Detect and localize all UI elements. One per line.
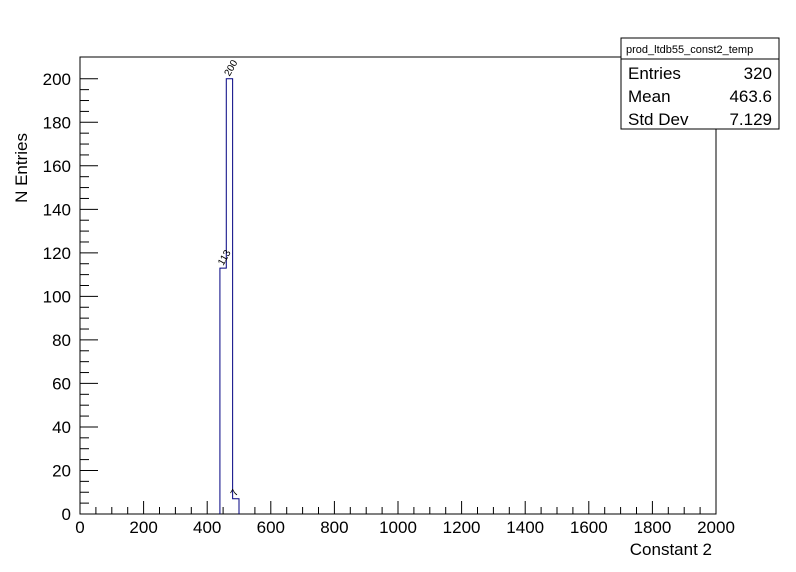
x-axis-title: Constant 2 (630, 540, 712, 559)
stats-box: prod_ltdb55_const2_temp Entries 320 Mean 46… (620, 37, 780, 130)
y-tick-label: 40 (52, 418, 71, 437)
y-tick-label: 140 (43, 200, 71, 219)
y-tick-label: 200 (43, 70, 71, 89)
stats-row-label: Std Dev (628, 110, 689, 129)
x-tick-label: 2000 (697, 518, 735, 537)
stats-values-box (620, 58, 780, 130)
x-tick-label: 400 (193, 518, 221, 537)
y-tick-label: 20 (52, 461, 71, 480)
histogram-outline (219, 78, 240, 514)
x-tick-label: 1400 (506, 518, 544, 537)
stats-rows: Entries 320 Mean 463.6 Std Dev 7.129 (628, 64, 772, 129)
y-tick-label: 0 (62, 505, 71, 524)
stats-row-label: Mean (628, 87, 671, 106)
bin-value-label: 7 (229, 488, 242, 499)
y-axis-tick-labels: 0 20 40 60 80 100 120 140 160 180 200 (43, 70, 71, 524)
y-axis-title: N Entries (12, 133, 31, 203)
stats-row-label: Entries (628, 64, 681, 83)
stats-title: prod_ltdb55_const2_temp (626, 44, 753, 56)
x-tick-label: 600 (257, 518, 285, 537)
stats-row-value: 7.129 (729, 110, 772, 129)
stats-row-value: 320 (744, 64, 772, 83)
stats-row-value: 463.6 (729, 87, 772, 106)
x-axis-tick-labels: 0 200 400 600 800 1000 1200 1400 1600 1800 2000 (75, 518, 735, 537)
y-tick-label: 180 (43, 113, 71, 132)
y-tick-label: 80 (52, 331, 71, 350)
x-tick-label: 1000 (379, 518, 417, 537)
y-tick-label: 60 (52, 374, 71, 393)
x-tick-label: 1800 (633, 518, 671, 537)
y-axis-ticks (80, 78, 98, 515)
x-tick-label: 1600 (570, 518, 608, 537)
y-tick-label: 100 (43, 287, 71, 306)
x-tick-label: 200 (129, 518, 157, 537)
x-tick-label: 1200 (443, 518, 481, 537)
y-tick-label: 160 (43, 157, 71, 176)
x-tick-label: 800 (320, 518, 348, 537)
y-tick-label: 120 (43, 244, 71, 263)
x-tick-label: 0 (75, 518, 84, 537)
